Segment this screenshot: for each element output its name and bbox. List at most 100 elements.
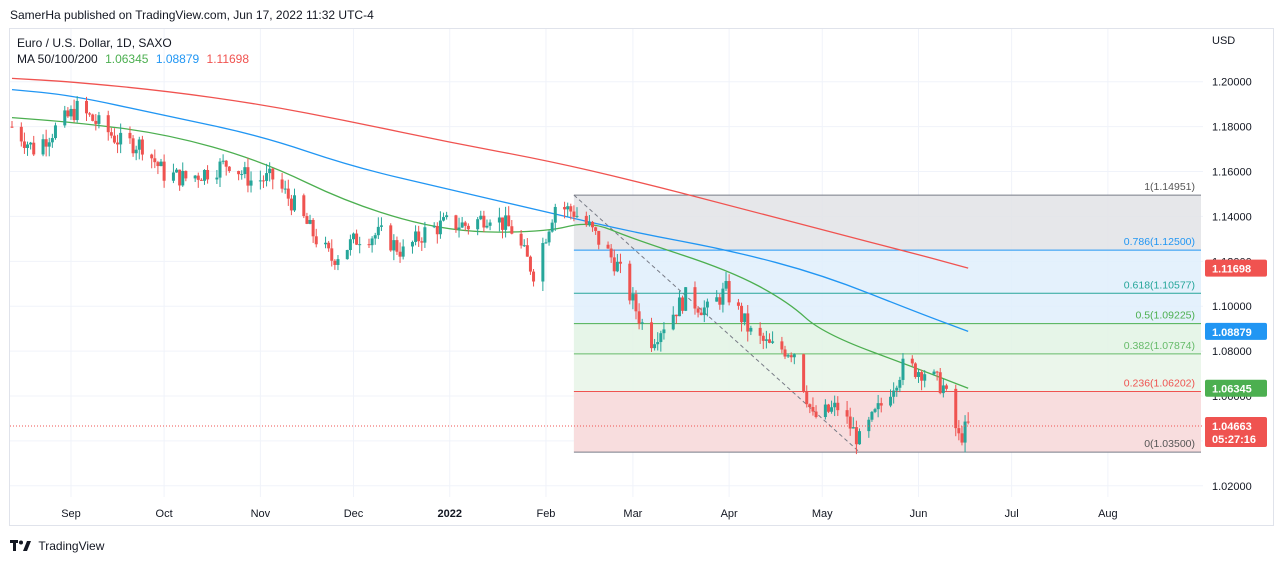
candle-body [302,195,306,217]
candle [261,175,265,189]
candle [91,113,95,122]
candle [243,161,247,179]
candle-body [681,297,685,311]
candle-body [485,225,489,228]
candle-body [293,195,297,211]
candle [783,345,787,360]
candle [510,220,514,235]
candle [889,389,893,408]
candle [724,272,728,291]
candle-body [460,222,464,228]
candle [348,234,352,256]
candle-body [702,307,706,316]
fib-trend-line [573,194,860,453]
candle-body [650,322,654,349]
candle-body [324,242,328,245]
candle [789,352,793,363]
symbol-line[interactable]: Euro / U.S. Dollar, 1D, SAXO [17,36,172,50]
candle-body [938,372,942,394]
candle [330,239,334,267]
candle [693,281,697,315]
candle-body [873,409,877,412]
publisher-line: SamerHa published on TradingView.com, Ju… [10,8,374,22]
candle-body [401,246,405,257]
countdown-timer: 05:27:16 [1212,434,1256,446]
candle [659,330,663,352]
candle-body [91,114,95,121]
candle [442,212,446,222]
candle [764,330,768,349]
candle-body [175,169,179,173]
candle-body [693,287,697,309]
candle-body [367,244,371,246]
candle [957,420,961,441]
candle-body [351,233,355,240]
candle [525,238,529,257]
candle [758,322,762,344]
fibonacci-retracement[interactable]: 1(1.14951) 0.786(1.12500) 0.618(1.10577) 0.… [573,181,1201,453]
candle [271,167,275,190]
candle [591,220,595,232]
candle-body [355,233,359,245]
y-tick-label: 1.20000 [1212,77,1252,89]
candle [140,135,144,161]
x-tick-label: 2022 [437,508,461,520]
candle-body [879,403,883,406]
candle-body [215,177,219,180]
candle-body [392,240,396,251]
x-tick-label: Nov [251,508,271,520]
price-tag-value: 1.08879 [1212,327,1252,339]
y-tick-label: 1.10000 [1212,301,1252,313]
candle [650,317,654,352]
candle [699,307,703,316]
candle-body [916,372,920,377]
candle [476,217,480,236]
candle [594,226,598,235]
candle-body [550,222,554,232]
brand-footer[interactable]: TradingView [10,538,104,554]
candle-body [653,344,657,349]
candle-body [767,339,771,343]
candle-body [504,215,508,230]
moving-averages [11,77,969,389]
candle-body [271,168,275,180]
candle [615,254,619,273]
ma-legend-row[interactable]: MA 50/100/200 1.06345 1.08879 1.11698 [17,51,249,67]
candle-body [488,222,492,226]
candle [833,395,837,417]
candle-body [432,226,436,228]
candle [653,338,657,351]
candle-body [106,115,110,133]
candle [119,123,123,154]
candle [457,217,461,238]
candle [910,355,914,367]
candle-body [199,179,203,181]
candle [181,162,185,187]
candle [674,314,678,324]
candle [75,96,79,123]
candle-body [830,407,834,412]
candle [283,180,287,194]
candle-body [724,281,728,289]
candle-body [941,385,945,394]
candle-body [566,206,570,210]
candle [420,237,424,251]
candle-body [221,160,225,162]
candle [72,99,76,123]
candle-body [746,313,750,332]
candle-body [289,198,293,211]
candle [941,378,945,398]
candle-body [410,241,414,247]
candle [376,217,380,240]
candle-body [53,125,57,139]
candle-body [895,387,899,391]
candle [69,105,73,120]
candle [479,210,483,221]
candle-body [376,226,380,236]
candle [727,274,731,306]
candle-body [181,170,185,186]
ma200-value: 1.11698 [206,52,250,66]
time-axis[interactable]: Sep Oct Nov Dec 2022 Feb Mar Apr May Jun Jul Aug [61,508,1117,520]
candle-body [414,231,418,242]
